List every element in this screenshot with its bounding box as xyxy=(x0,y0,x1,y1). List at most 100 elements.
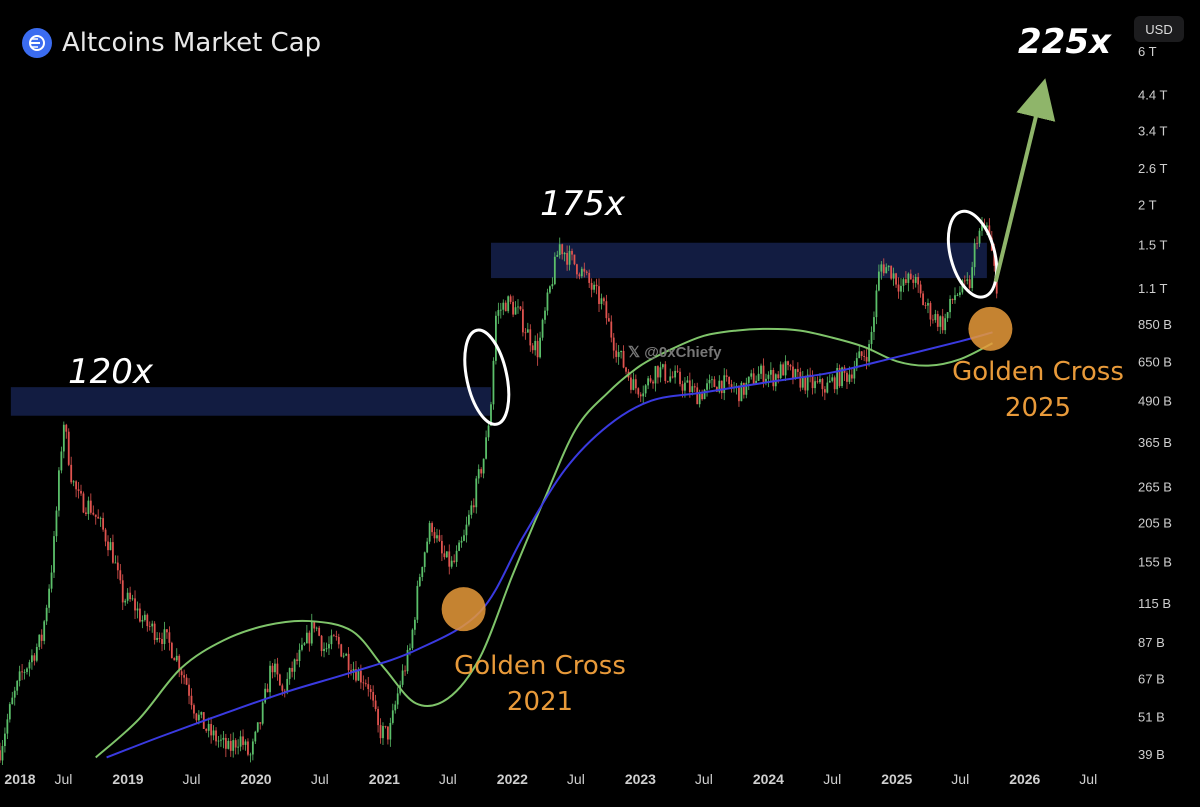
candle-body xyxy=(615,350,618,357)
x-tick-label: Jul xyxy=(567,771,585,787)
candle-body xyxy=(35,646,38,661)
candle-body xyxy=(26,668,28,672)
candle-body xyxy=(850,374,853,379)
candle-body xyxy=(70,464,73,483)
candle-body xyxy=(512,301,514,315)
candle-body xyxy=(72,481,75,483)
candle-body xyxy=(669,376,672,382)
candle-body xyxy=(347,653,350,671)
candle-body xyxy=(229,740,232,751)
candle-body xyxy=(549,286,551,293)
candle-body xyxy=(313,621,316,629)
candle-body xyxy=(146,614,149,627)
candle-body xyxy=(706,383,708,390)
candle-body xyxy=(8,704,11,720)
y-tick-label: 205 B xyxy=(1138,515,1172,530)
candle-body xyxy=(693,386,696,388)
candle-body xyxy=(968,279,971,289)
candle-body xyxy=(374,700,377,710)
candle-body xyxy=(227,740,230,749)
candle-body xyxy=(212,730,215,736)
candle-body xyxy=(814,381,816,389)
candle-body xyxy=(134,598,136,611)
candle-body xyxy=(804,376,807,391)
x-tick-label: Jul xyxy=(1079,771,1097,787)
candle-body xyxy=(99,518,102,519)
candle-body xyxy=(848,374,851,382)
candle-body xyxy=(873,317,875,332)
candle-body xyxy=(126,592,129,601)
candle-body xyxy=(639,394,642,397)
candle-body xyxy=(919,284,922,294)
candle-body xyxy=(490,404,492,426)
currency-button[interactable]: USD xyxy=(1134,16,1184,42)
candle-body xyxy=(421,566,424,578)
y-tick-label: 490 B xyxy=(1138,394,1172,409)
candle-body xyxy=(711,379,713,381)
candle-body xyxy=(62,424,65,452)
candle-body xyxy=(657,366,659,378)
candle-body xyxy=(568,250,571,265)
candle-body xyxy=(158,637,161,640)
candle-body xyxy=(858,351,861,359)
candle-body xyxy=(48,588,50,608)
candle-body xyxy=(38,634,41,647)
golden-cross-2021-marker xyxy=(441,587,486,632)
candle-body xyxy=(585,271,588,273)
candle-body xyxy=(941,316,944,331)
candle-body xyxy=(951,298,954,301)
candle-body xyxy=(328,644,330,649)
candle-body xyxy=(912,279,915,283)
candle-body xyxy=(21,671,23,673)
y-tick-label: 265 B xyxy=(1138,479,1172,494)
candle-body xyxy=(404,670,406,672)
candle-body xyxy=(1,746,4,761)
candle-body xyxy=(529,329,532,346)
candle-body xyxy=(806,374,809,391)
candle-body xyxy=(13,690,16,698)
candle-body xyxy=(981,225,983,231)
highlight-ellipse-2021 xyxy=(463,328,511,426)
candle-body xyxy=(612,337,615,351)
candle-body xyxy=(718,380,721,392)
moving-average-short-line xyxy=(95,327,993,759)
candle-body xyxy=(600,298,603,304)
candle-body xyxy=(595,284,598,287)
candle-body xyxy=(480,469,483,474)
candle-body xyxy=(642,393,645,397)
candle-body xyxy=(571,250,573,255)
candle-body xyxy=(701,393,704,400)
candle-body xyxy=(119,570,122,581)
candle-body xyxy=(215,730,217,742)
candle-body xyxy=(799,371,802,388)
candle-body xyxy=(102,518,105,530)
candle-body xyxy=(539,337,541,358)
y-tick-label: 67 B xyxy=(1138,671,1165,686)
candle-body xyxy=(819,379,821,383)
candle-body xyxy=(173,658,176,661)
candle-body xyxy=(264,688,267,703)
candle-body xyxy=(890,265,893,279)
candle-body xyxy=(298,649,301,662)
candle-body xyxy=(168,632,171,643)
candle-body xyxy=(757,373,760,381)
candle-body xyxy=(104,529,107,542)
candle-body xyxy=(973,243,976,268)
annotation-225x: 225x xyxy=(1018,22,1111,62)
candle-body xyxy=(325,648,328,650)
candle-body xyxy=(438,535,441,541)
candle-body xyxy=(769,369,772,375)
candle-body xyxy=(868,344,870,362)
candle-body xyxy=(882,264,885,274)
candle-body xyxy=(92,512,95,515)
candle-body xyxy=(742,382,745,395)
candle-body xyxy=(978,230,981,244)
candle-body xyxy=(914,276,917,283)
candle-body xyxy=(445,551,448,558)
candle-body xyxy=(966,279,969,281)
chart-title: Altcoins Market Cap xyxy=(62,28,322,58)
candle-body xyxy=(777,374,780,379)
candle-body xyxy=(949,298,951,313)
candle-body xyxy=(507,296,510,312)
candle-body xyxy=(728,376,731,385)
